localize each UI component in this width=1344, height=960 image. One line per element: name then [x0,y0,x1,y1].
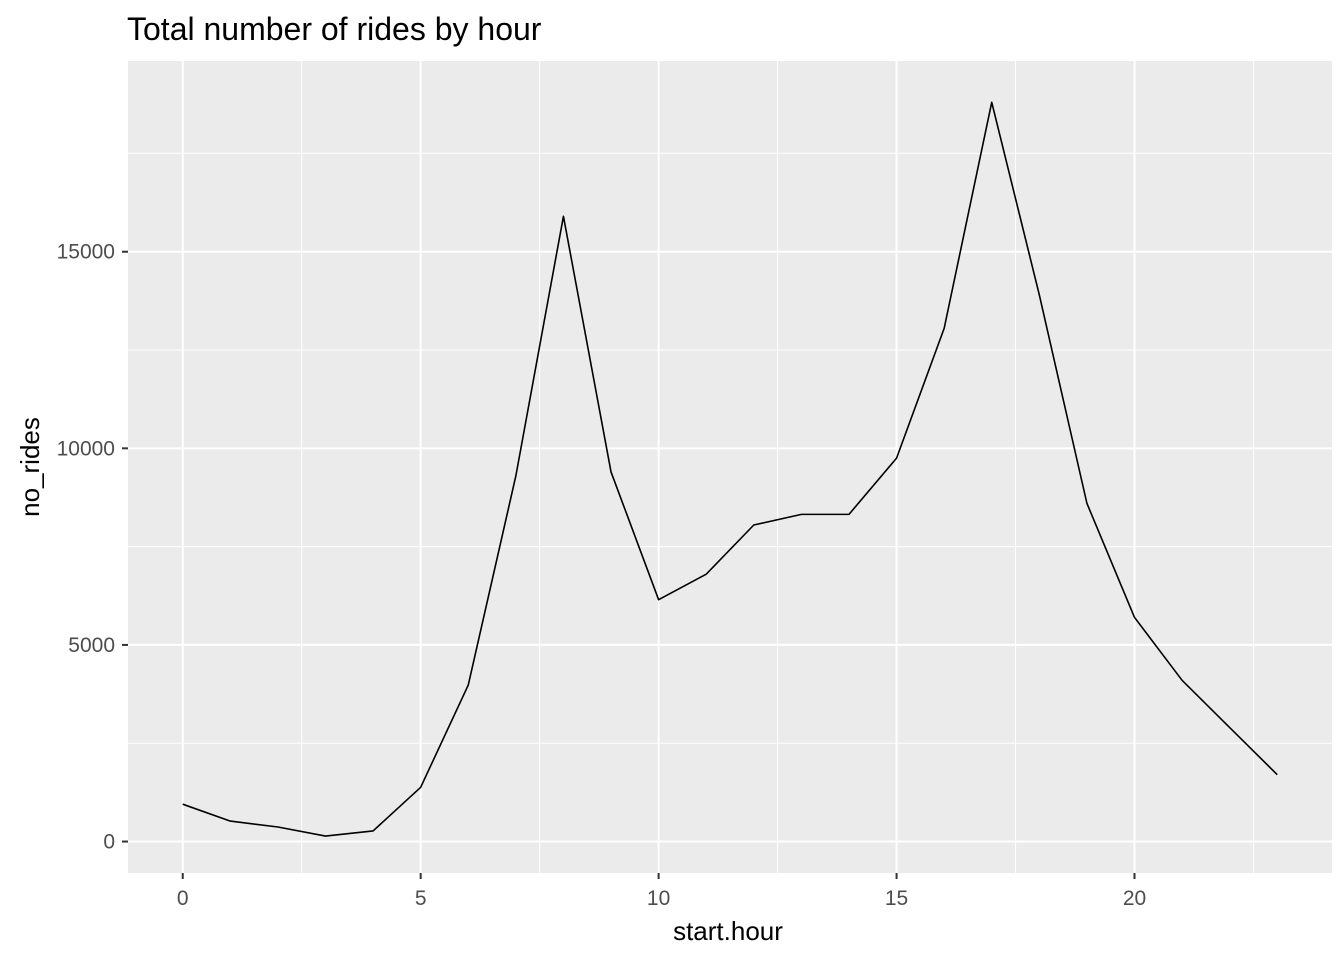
minor-gridlines [128,61,1332,873]
x-axis-title: start.hour [673,916,783,946]
y-axis-title: no_rides [15,417,45,517]
y-tick-label: 15000 [57,241,115,264]
major-gridlines [128,61,1332,873]
x-tick-label: 0 [177,887,189,910]
x-tick-label: 15 [885,887,908,910]
y-tick-label: 0 [103,831,115,854]
x-tick-label: 5 [415,887,427,910]
rides-line [182,101,1278,837]
plot-panel [128,61,1332,873]
chart-title: Total number of rides by hour [127,11,542,47]
y-tick-label: 5000 [68,634,115,657]
y-axis: 0 5000 10000 15000 [57,241,128,854]
x-tick-label: 10 [647,887,670,910]
y-tick-label: 10000 [57,437,115,460]
series-layer [182,101,1278,837]
x-axis: 0 5 10 15 20 [177,873,1146,910]
x-tick-label: 20 [1123,887,1146,910]
